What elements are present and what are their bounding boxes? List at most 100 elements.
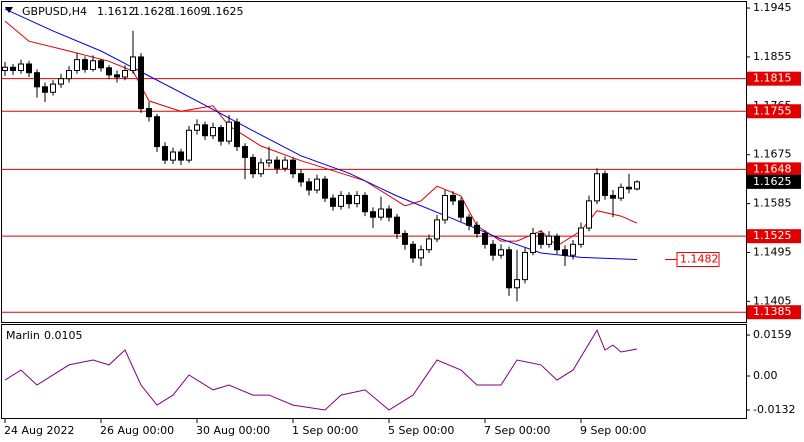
candle-body	[522, 251, 528, 281]
candle-body	[618, 186, 624, 199]
y-tick-label: 1.1405	[753, 294, 792, 307]
level-price-label: 1.1385	[753, 305, 792, 318]
level-price-label: 1.1525	[753, 229, 792, 242]
candle-body	[570, 243, 576, 256]
candle-body	[234, 121, 240, 148]
candle-body	[266, 159, 272, 164]
candle-body	[282, 159, 288, 169]
candle-body	[530, 232, 536, 253]
candle-body	[394, 216, 400, 234]
level-price-box	[747, 229, 801, 244]
candle-body	[186, 129, 192, 161]
ohlc-low: 1.1609	[169, 5, 208, 18]
candle-body	[202, 124, 208, 137]
candle-body	[586, 200, 592, 229]
y-tick-label: 0.0159	[753, 328, 792, 341]
candle-body	[426, 238, 432, 251]
y-tick-label: 1.1585	[753, 197, 792, 210]
candle-body	[626, 186, 632, 190]
x-tick-label: 30 Aug 00:00	[196, 424, 270, 437]
candle-body	[410, 243, 416, 259]
candle-body	[554, 235, 560, 251]
candle-body	[34, 72, 40, 88]
indicator-title: Marlin	[6, 329, 40, 342]
candle-body	[490, 243, 496, 256]
candle-body	[538, 232, 544, 245]
candle-body	[226, 121, 232, 142]
candle-body	[418, 249, 424, 259]
candle-body	[546, 235, 552, 245]
candle-body	[578, 227, 584, 245]
level-price-box	[747, 71, 801, 86]
candle-body	[298, 173, 304, 183]
candle-body	[482, 232, 488, 245]
candle-body	[162, 146, 168, 161]
x-tick-label: 5 Sep 00:00	[388, 424, 454, 437]
ma-value-label: 1.1482	[680, 253, 719, 266]
candle-body	[146, 108, 152, 118]
ohlc-open: 1.1612	[97, 5, 136, 18]
candle-body	[514, 279, 520, 289]
candle-body	[122, 70, 128, 78]
ohlc-close: 1.1625	[205, 5, 244, 18]
candle-body	[2, 66, 8, 72]
candle-body	[594, 173, 600, 202]
candle-body	[218, 127, 224, 142]
candle-body	[274, 159, 280, 169]
ohlc-high: 1.1628	[133, 5, 172, 18]
candle-body	[402, 232, 408, 245]
x-tick-label: 7 Sep 00:00	[484, 424, 550, 437]
candle-body	[450, 194, 456, 202]
candle-body	[474, 224, 480, 234]
candle-body	[138, 56, 144, 110]
candle-body	[386, 208, 392, 218]
indicator-value: 0.0105	[44, 329, 83, 342]
candle-body	[10, 66, 16, 72]
candle-body	[106, 67, 112, 76]
y-tick-label: 1.1855	[753, 50, 792, 63]
candle-body	[170, 151, 176, 161]
candle-body	[602, 173, 608, 196]
indicator-panel-frame	[1, 324, 747, 419]
candle-body	[66, 70, 72, 80]
candle-body	[330, 197, 336, 207]
level-price-label: 1.1648	[753, 162, 792, 175]
x-tick-label: 24 Aug 2022	[4, 424, 74, 437]
candle-body	[338, 194, 344, 207]
candle-body	[18, 63, 24, 72]
current-price-box	[747, 174, 801, 189]
candle-body	[74, 59, 80, 72]
level-price-label: 1.1755	[753, 104, 792, 117]
y-tick-label: 1.1945	[753, 1, 792, 14]
candle-body	[90, 60, 96, 70]
level-price-box	[747, 305, 801, 320]
candle-body	[26, 63, 32, 74]
candle-body	[98, 60, 104, 69]
candle-body	[346, 194, 352, 205]
y-tick-label: -0.0132	[753, 403, 795, 416]
candle-body	[610, 194, 616, 199]
candle-body	[378, 208, 384, 218]
candle-body	[434, 219, 440, 240]
current-price-label: 1.1625	[753, 175, 792, 188]
candle-body	[114, 74, 120, 78]
candle-body	[50, 83, 56, 93]
level-price-box	[747, 162, 801, 177]
candle-body	[306, 181, 312, 191]
candle-body	[458, 200, 464, 218]
candle-body	[322, 178, 328, 199]
x-tick-label: 1 Sep 00:00	[292, 424, 358, 437]
candle-body	[154, 116, 160, 148]
candle-body	[82, 59, 88, 70]
candle-body	[250, 156, 256, 175]
candle-body	[442, 194, 448, 221]
candle-body	[354, 194, 360, 205]
candle-body	[562, 249, 568, 256]
x-tick-label: 9 Sep 00:00	[580, 424, 646, 437]
candle-body	[258, 162, 264, 175]
symbol-menu-arrow	[5, 7, 13, 13]
candle-body	[290, 159, 296, 175]
level-price-box	[747, 104, 801, 119]
